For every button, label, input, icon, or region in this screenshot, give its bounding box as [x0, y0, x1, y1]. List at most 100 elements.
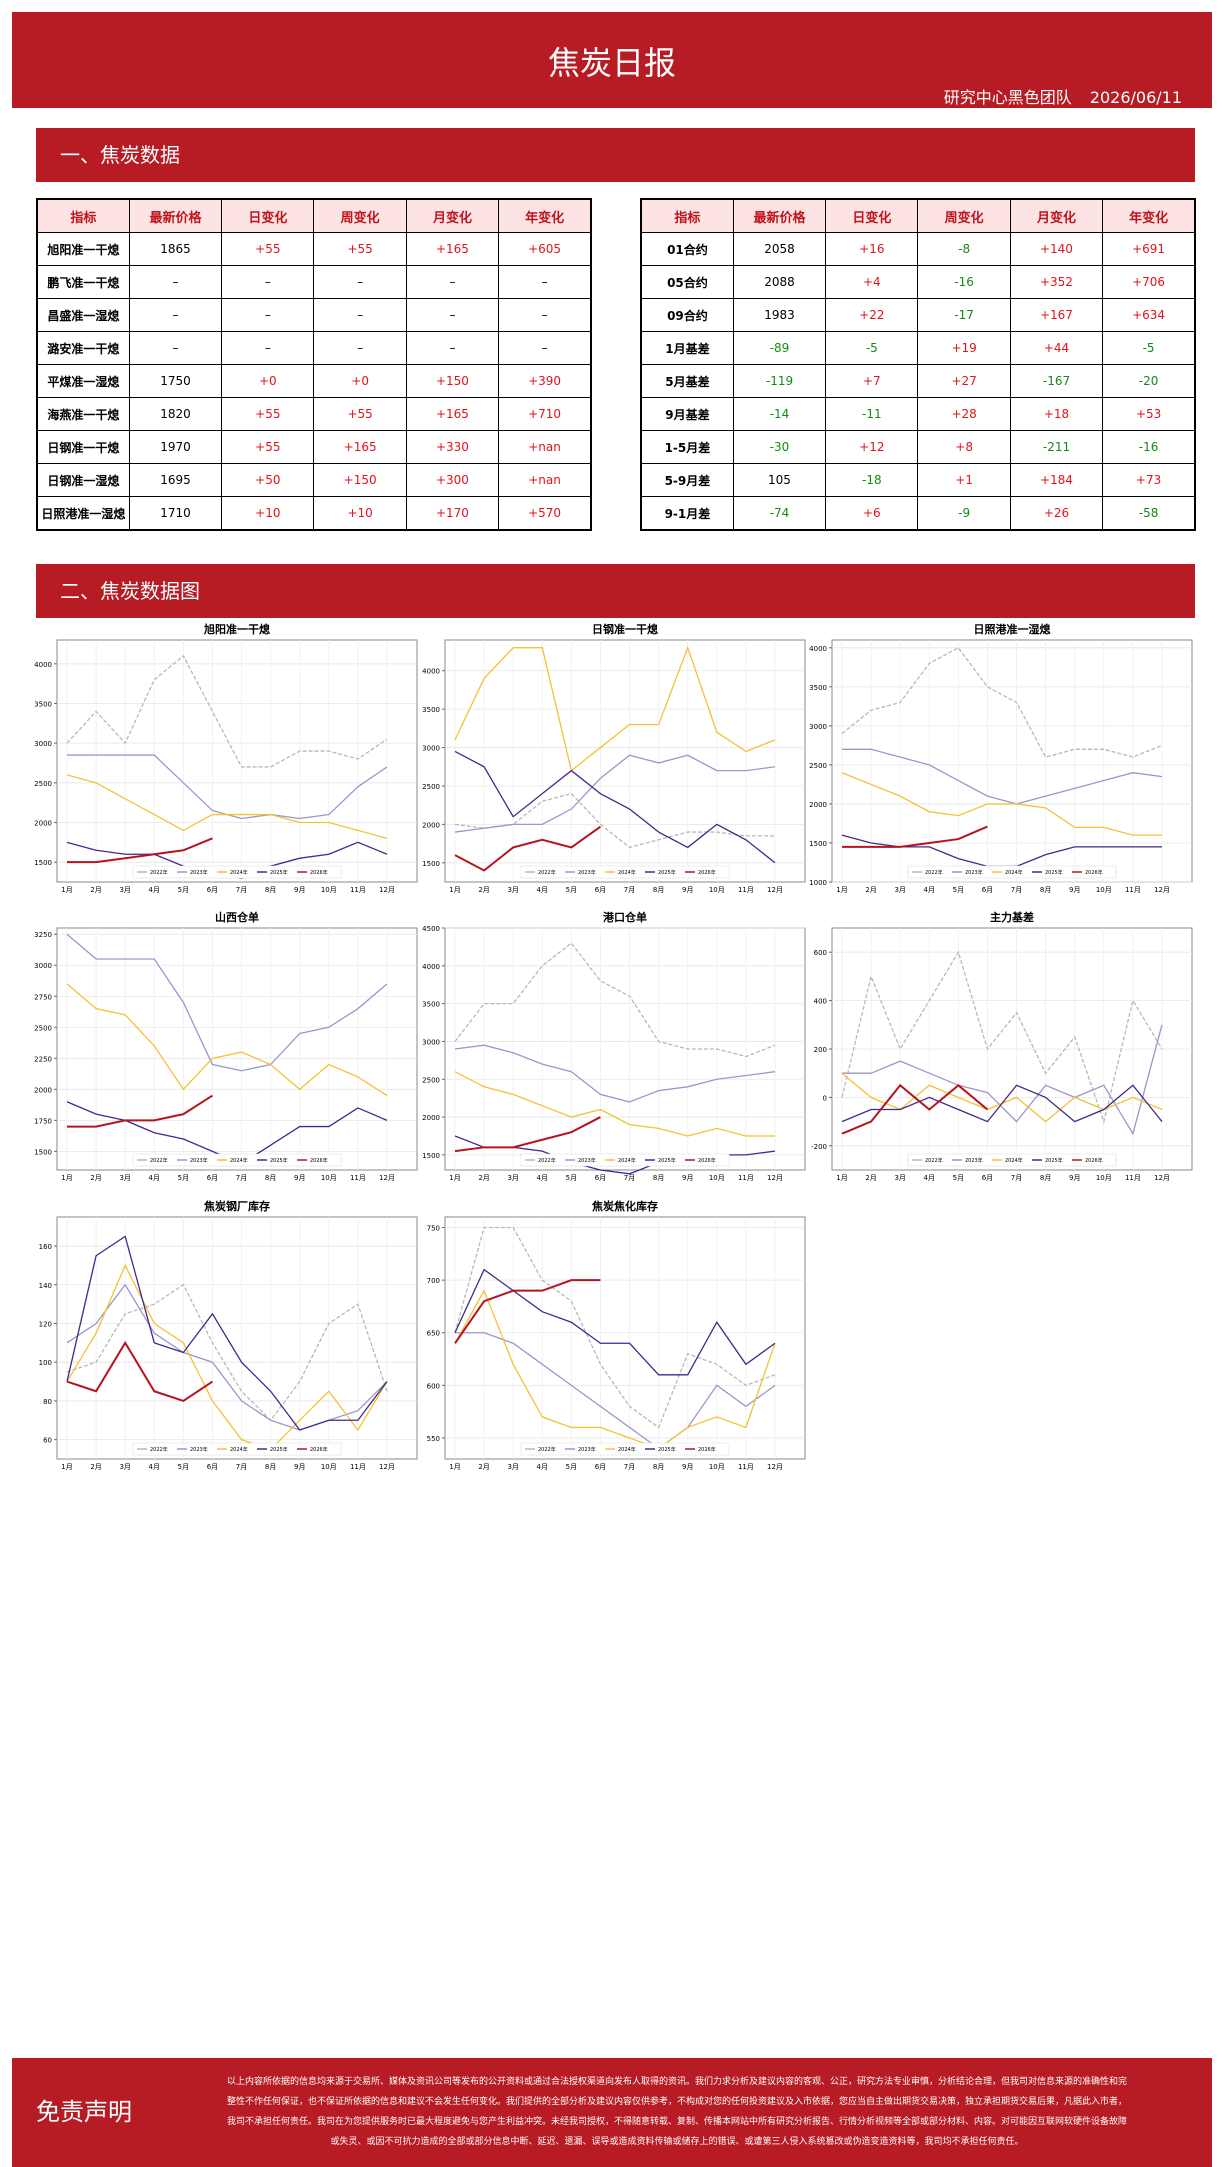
x-tick-label: 1月: [61, 1174, 72, 1182]
cell: +167: [1009, 298, 1104, 332]
cell: +170: [405, 496, 500, 531]
legend: [907, 865, 1117, 879]
chart-title: 主力基差: [990, 910, 1034, 924]
cell: +0: [313, 364, 407, 398]
cell: +55: [313, 232, 407, 266]
x-tick-label: 9月: [294, 1463, 305, 1471]
column-header: 指标: [36, 198, 130, 233]
x-tick-label: 8月: [653, 886, 664, 894]
series-line: [842, 1024, 1163, 1136]
legend-label: 2023年: [578, 1157, 596, 1164]
cell: +12: [825, 430, 919, 464]
legend-label: 2024年: [618, 869, 636, 876]
footer-title: 免责声明: [36, 2098, 132, 2126]
x-tick-label: 4月: [537, 1174, 548, 1182]
cell: –: [498, 265, 592, 299]
y-tick-label: 2000: [422, 821, 440, 829]
row-label: 鹏飞准一干熄: [36, 265, 130, 299]
x-tick-label: 2月: [90, 1463, 101, 1471]
cell: –: [498, 298, 592, 332]
plot-frame: [56, 1216, 418, 1460]
cell: 1710: [128, 496, 223, 531]
y-tick-label: 2500: [422, 783, 440, 791]
row-label: 9-1月差: [640, 496, 734, 531]
cell: +0: [221, 364, 315, 398]
team: 研究中心黑色团队: [943, 88, 1072, 107]
plot-frame: [56, 639, 418, 883]
column-header: 月变化: [405, 198, 500, 233]
cell: 105: [732, 463, 827, 497]
cell: +300: [405, 463, 500, 497]
legend: [132, 865, 342, 879]
y-tick-label: 4000: [422, 963, 440, 971]
x-tick-label: 3月: [507, 1174, 518, 1182]
row: 01合约 2058 +16 -8 +140 +691: [640, 232, 1196, 266]
x-tick-label: 6月: [595, 1174, 606, 1182]
row: 9-1月差 -74 +6 -9 +26 -58: [640, 496, 1196, 531]
y-tick-label: 2500: [34, 780, 52, 788]
y-tick-label: 4000: [34, 661, 52, 669]
x-tick-label: 7月: [624, 886, 635, 894]
x-tick-label: 3月: [119, 1463, 130, 1471]
x-tick-label: 2月: [90, 886, 101, 894]
y-tick-label: 140: [39, 1282, 52, 1290]
series-line: [841, 646, 1163, 758]
x-tick-label: 1月: [449, 1174, 460, 1182]
cell: -11: [825, 397, 919, 431]
y-tick-label: 2500: [34, 1024, 52, 1032]
data-table: 指标 最新价格 日变化 周变化 月变化 年变化 旭阳准一干熄 1865 +55 +55 +165 +6…: [36, 198, 592, 531]
legend-label: 2022年: [150, 1157, 168, 1164]
y-tick-label: 1500: [422, 860, 440, 868]
column-header: 年变化: [1102, 198, 1196, 233]
legend: [520, 1153, 730, 1167]
column-header: 周变化: [917, 198, 1011, 233]
column-header: 指标: [640, 198, 734, 233]
cell: +55: [221, 397, 315, 431]
x-tick-label: 12月: [767, 886, 783, 894]
x-tick-label: 7月: [1011, 886, 1022, 894]
x-tick-label: 12月: [379, 1174, 395, 1182]
x-tick-label: 11月: [738, 1174, 754, 1182]
x-tick-label: 3月: [894, 886, 905, 894]
cell: +165: [405, 397, 500, 431]
cell: -14: [732, 397, 827, 431]
x-tick-label: 8月: [1040, 1174, 1051, 1182]
x-tick-label: 12月: [1154, 1174, 1170, 1182]
row: 9月基差 -14 -11 +28 +18 +53: [640, 397, 1196, 431]
cell: -211: [1009, 430, 1104, 464]
legend-label: 2025年: [658, 869, 676, 876]
y-tick-label: 4500: [422, 925, 440, 933]
x-tick-label: 12月: [1154, 886, 1170, 894]
x-tick-label: 7月: [624, 1174, 635, 1182]
subtitle: 研究中心黑色团队 2026/06/11: [926, 84, 1182, 108]
chart-title: 港口仓单: [603, 910, 647, 924]
y-tick-label: 750: [427, 1225, 440, 1233]
cell: +1: [917, 463, 1011, 497]
column-header: 最新价格: [732, 198, 827, 233]
cell: –: [405, 265, 500, 299]
section-title: 一、焦炭数据: [60, 143, 180, 167]
cell: –: [221, 298, 315, 332]
legend-label: 2023年: [190, 1446, 208, 1453]
series-line: [454, 1226, 776, 1429]
x-tick-label: 5月: [566, 886, 577, 894]
cell: +22: [825, 298, 919, 332]
legend-label: 2023年: [578, 1446, 596, 1453]
x-tick-label: 2月: [478, 1174, 489, 1182]
x-tick-label: 10月: [709, 1174, 725, 1182]
legend: [520, 865, 730, 879]
x-tick-label: 10月: [321, 1174, 337, 1182]
y-tick-label: 3500: [422, 1001, 440, 1009]
section-title: 二、焦炭数据图: [60, 579, 200, 603]
x-tick-label: 4月: [537, 1463, 548, 1471]
y-tick-label: 550: [427, 1435, 440, 1443]
column-header: 月变化: [1009, 198, 1104, 233]
legend-label: 2025年: [1045, 869, 1063, 876]
row-label: 日照港准一湿熄: [36, 496, 130, 531]
x-tick-label: 8月: [265, 1174, 276, 1182]
cell: +18: [1009, 397, 1104, 431]
legend-label: 2025年: [270, 1157, 288, 1164]
x-tick-label: 10月: [321, 1463, 337, 1471]
cell: -17: [917, 298, 1011, 332]
